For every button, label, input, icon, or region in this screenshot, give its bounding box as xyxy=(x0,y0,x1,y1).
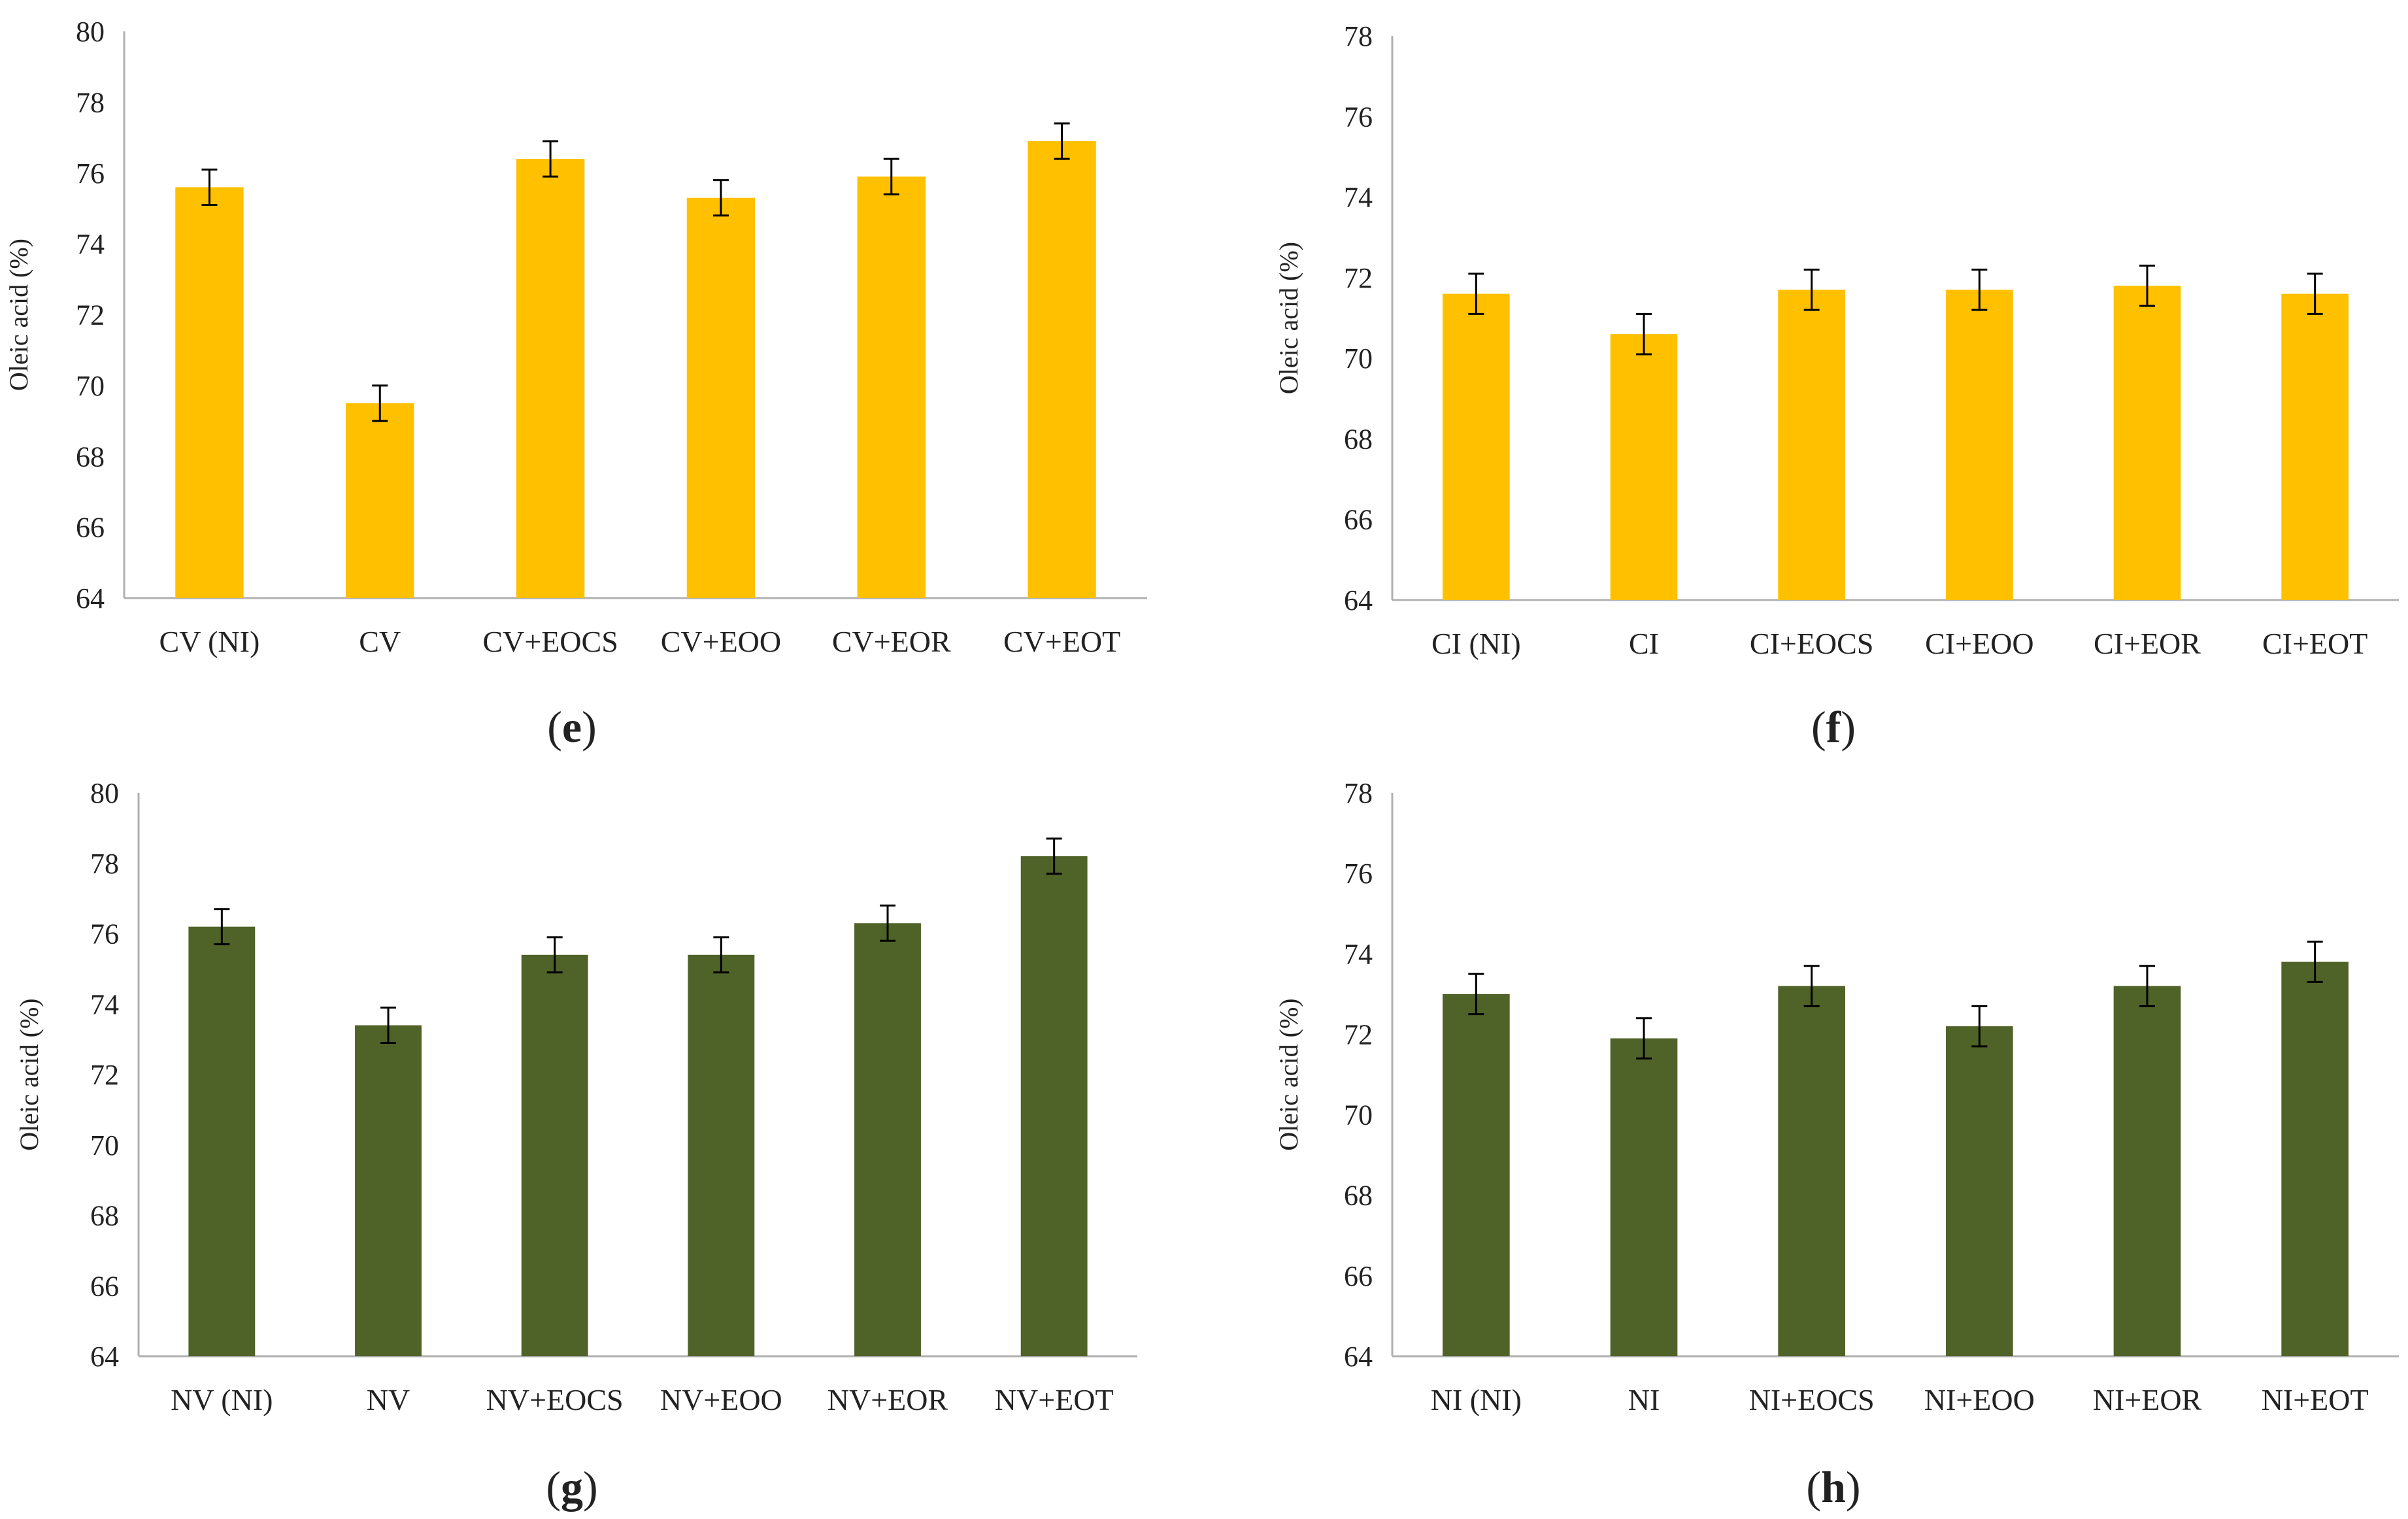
y-tick-label: 74 xyxy=(90,988,119,1020)
y-tick-label: 68 xyxy=(1344,1180,1373,1212)
y-tick-label: 78 xyxy=(76,86,105,118)
x-category-label: CV+EOT xyxy=(1003,625,1120,658)
y-tick-label: 72 xyxy=(76,299,105,331)
x-category-label: NI+EOT xyxy=(2262,1383,2369,1416)
x-category-label: NI+EOCS xyxy=(1749,1383,1875,1416)
y-tick-label: 68 xyxy=(90,1200,119,1232)
chart-panel-h: 64 66 68 70 72 74 76 78 Oleic acid (%) NI (NI) NI N… xyxy=(1274,777,2399,1416)
bar xyxy=(346,403,414,598)
bar xyxy=(1946,1026,2013,1356)
y-tick-label: 70 xyxy=(1344,342,1373,375)
x-category-label: CV+EOCS xyxy=(482,625,618,658)
chart-panel-f: 64 66 68 70 72 74 76 78 Oleic acid (%) CI (NI) CI C… xyxy=(1274,20,2399,660)
y-tick-label: 80 xyxy=(76,16,105,48)
x-category-label: NV+EOCS xyxy=(486,1383,624,1416)
y-tick-label: 76 xyxy=(1344,101,1373,133)
bar xyxy=(1020,856,1088,1356)
x-category-label: CI (NI) xyxy=(1431,627,1521,660)
x-category-label: NV+EOO xyxy=(660,1383,782,1416)
x-category-label: NI+EOR xyxy=(2093,1383,2202,1416)
y-tick-label: 78 xyxy=(90,848,119,880)
bar xyxy=(1778,986,1845,1356)
y-tick-label: 78 xyxy=(1344,20,1373,52)
bar xyxy=(2281,961,2349,1356)
x-category-label: NI (NI) xyxy=(1431,1383,1522,1416)
y-tick-label: 70 xyxy=(76,370,105,402)
y-tick-label: 76 xyxy=(1344,858,1373,890)
x-category-label: NV+EOT xyxy=(995,1383,1114,1416)
bar xyxy=(2281,293,2349,600)
panel-label-h: (h) xyxy=(1806,1462,1860,1512)
y-tick-label: 78 xyxy=(1344,777,1373,809)
y-tick-label: 72 xyxy=(1344,1018,1373,1050)
y-tick-label: 70 xyxy=(90,1129,119,1161)
x-category-label: CI+EOT xyxy=(2262,627,2367,660)
y-axis-label: Oleic acid (%) xyxy=(1274,242,1303,394)
y-axis-label: Oleic acid (%) xyxy=(14,998,44,1150)
y-tick-label: 74 xyxy=(1344,182,1373,214)
panel-label-g: (g) xyxy=(546,1462,597,1512)
y-tick-label: 66 xyxy=(76,512,105,544)
bar xyxy=(516,159,585,598)
y-tick-label: 80 xyxy=(90,777,119,809)
bar xyxy=(355,1025,422,1356)
x-category-label: CV xyxy=(359,625,401,658)
y-tick-label: 66 xyxy=(1344,1260,1373,1292)
y-axis-label: Oleic acid (%) xyxy=(1274,998,1303,1150)
y-tick-label: 74 xyxy=(1344,938,1373,970)
y-tick-label: 76 xyxy=(76,158,105,190)
y-tick-label: 68 xyxy=(76,441,105,473)
x-category-label: NV+EOR xyxy=(828,1383,948,1416)
x-category-label: CI+EOCS xyxy=(1750,627,1874,660)
panel-label-e: (e) xyxy=(547,702,597,752)
bar xyxy=(175,187,244,598)
y-tick-label: 64 xyxy=(90,1341,119,1373)
bar xyxy=(2113,286,2181,600)
chart-panel-g: 64 66 68 70 72 74 76 78 80 Oleic acid (%) NV (NI) N… xyxy=(14,777,1137,1416)
bar xyxy=(1443,993,1510,1356)
x-category-label: CI xyxy=(1629,627,1659,660)
bar xyxy=(1610,334,1678,600)
y-tick-label: 72 xyxy=(90,1059,119,1091)
bar xyxy=(2113,986,2181,1356)
bar xyxy=(521,954,588,1356)
bar xyxy=(688,954,755,1356)
bar xyxy=(188,926,256,1356)
x-category-label: NV (NI) xyxy=(171,1383,273,1416)
bar xyxy=(1946,290,2013,600)
y-tick-label: 66 xyxy=(1344,504,1373,536)
bar xyxy=(1028,141,1096,598)
y-tick-label: 64 xyxy=(1344,1341,1373,1373)
bar xyxy=(1610,1038,1678,1356)
x-category-label: NV xyxy=(367,1383,410,1416)
bar xyxy=(686,197,756,598)
bar xyxy=(854,923,921,1356)
y-tick-label: 66 xyxy=(90,1270,119,1302)
y-tick-label: 68 xyxy=(1344,423,1373,455)
bar xyxy=(857,176,926,598)
y-tick-label: 76 xyxy=(90,918,119,950)
y-axis-label: Oleic acid (%) xyxy=(4,239,33,391)
bar xyxy=(1778,290,1845,600)
x-category-label: CI+EOR xyxy=(2094,627,2201,660)
chart-panel-e: 64 66 68 70 72 74 76 78 80 Oleic acid (%) CV (NI) C… xyxy=(4,16,1147,658)
y-tick-label: 64 xyxy=(1344,584,1373,616)
x-category-label: CV (NI) xyxy=(159,625,260,658)
x-category-label: CV+EOO xyxy=(661,625,781,658)
y-tick-label: 64 xyxy=(76,582,105,614)
panel-label-f: (f) xyxy=(1811,702,1856,752)
y-tick-label: 74 xyxy=(76,228,105,260)
bar xyxy=(1443,293,1510,600)
x-category-label: CI+EOO xyxy=(1925,627,2033,660)
y-tick-label: 70 xyxy=(1344,1099,1373,1131)
x-category-label: CV+EOR xyxy=(832,625,951,658)
y-tick-label: 72 xyxy=(1344,262,1373,294)
x-category-label: NI xyxy=(1628,1383,1660,1416)
x-category-label: NI+EOO xyxy=(1924,1383,2035,1416)
